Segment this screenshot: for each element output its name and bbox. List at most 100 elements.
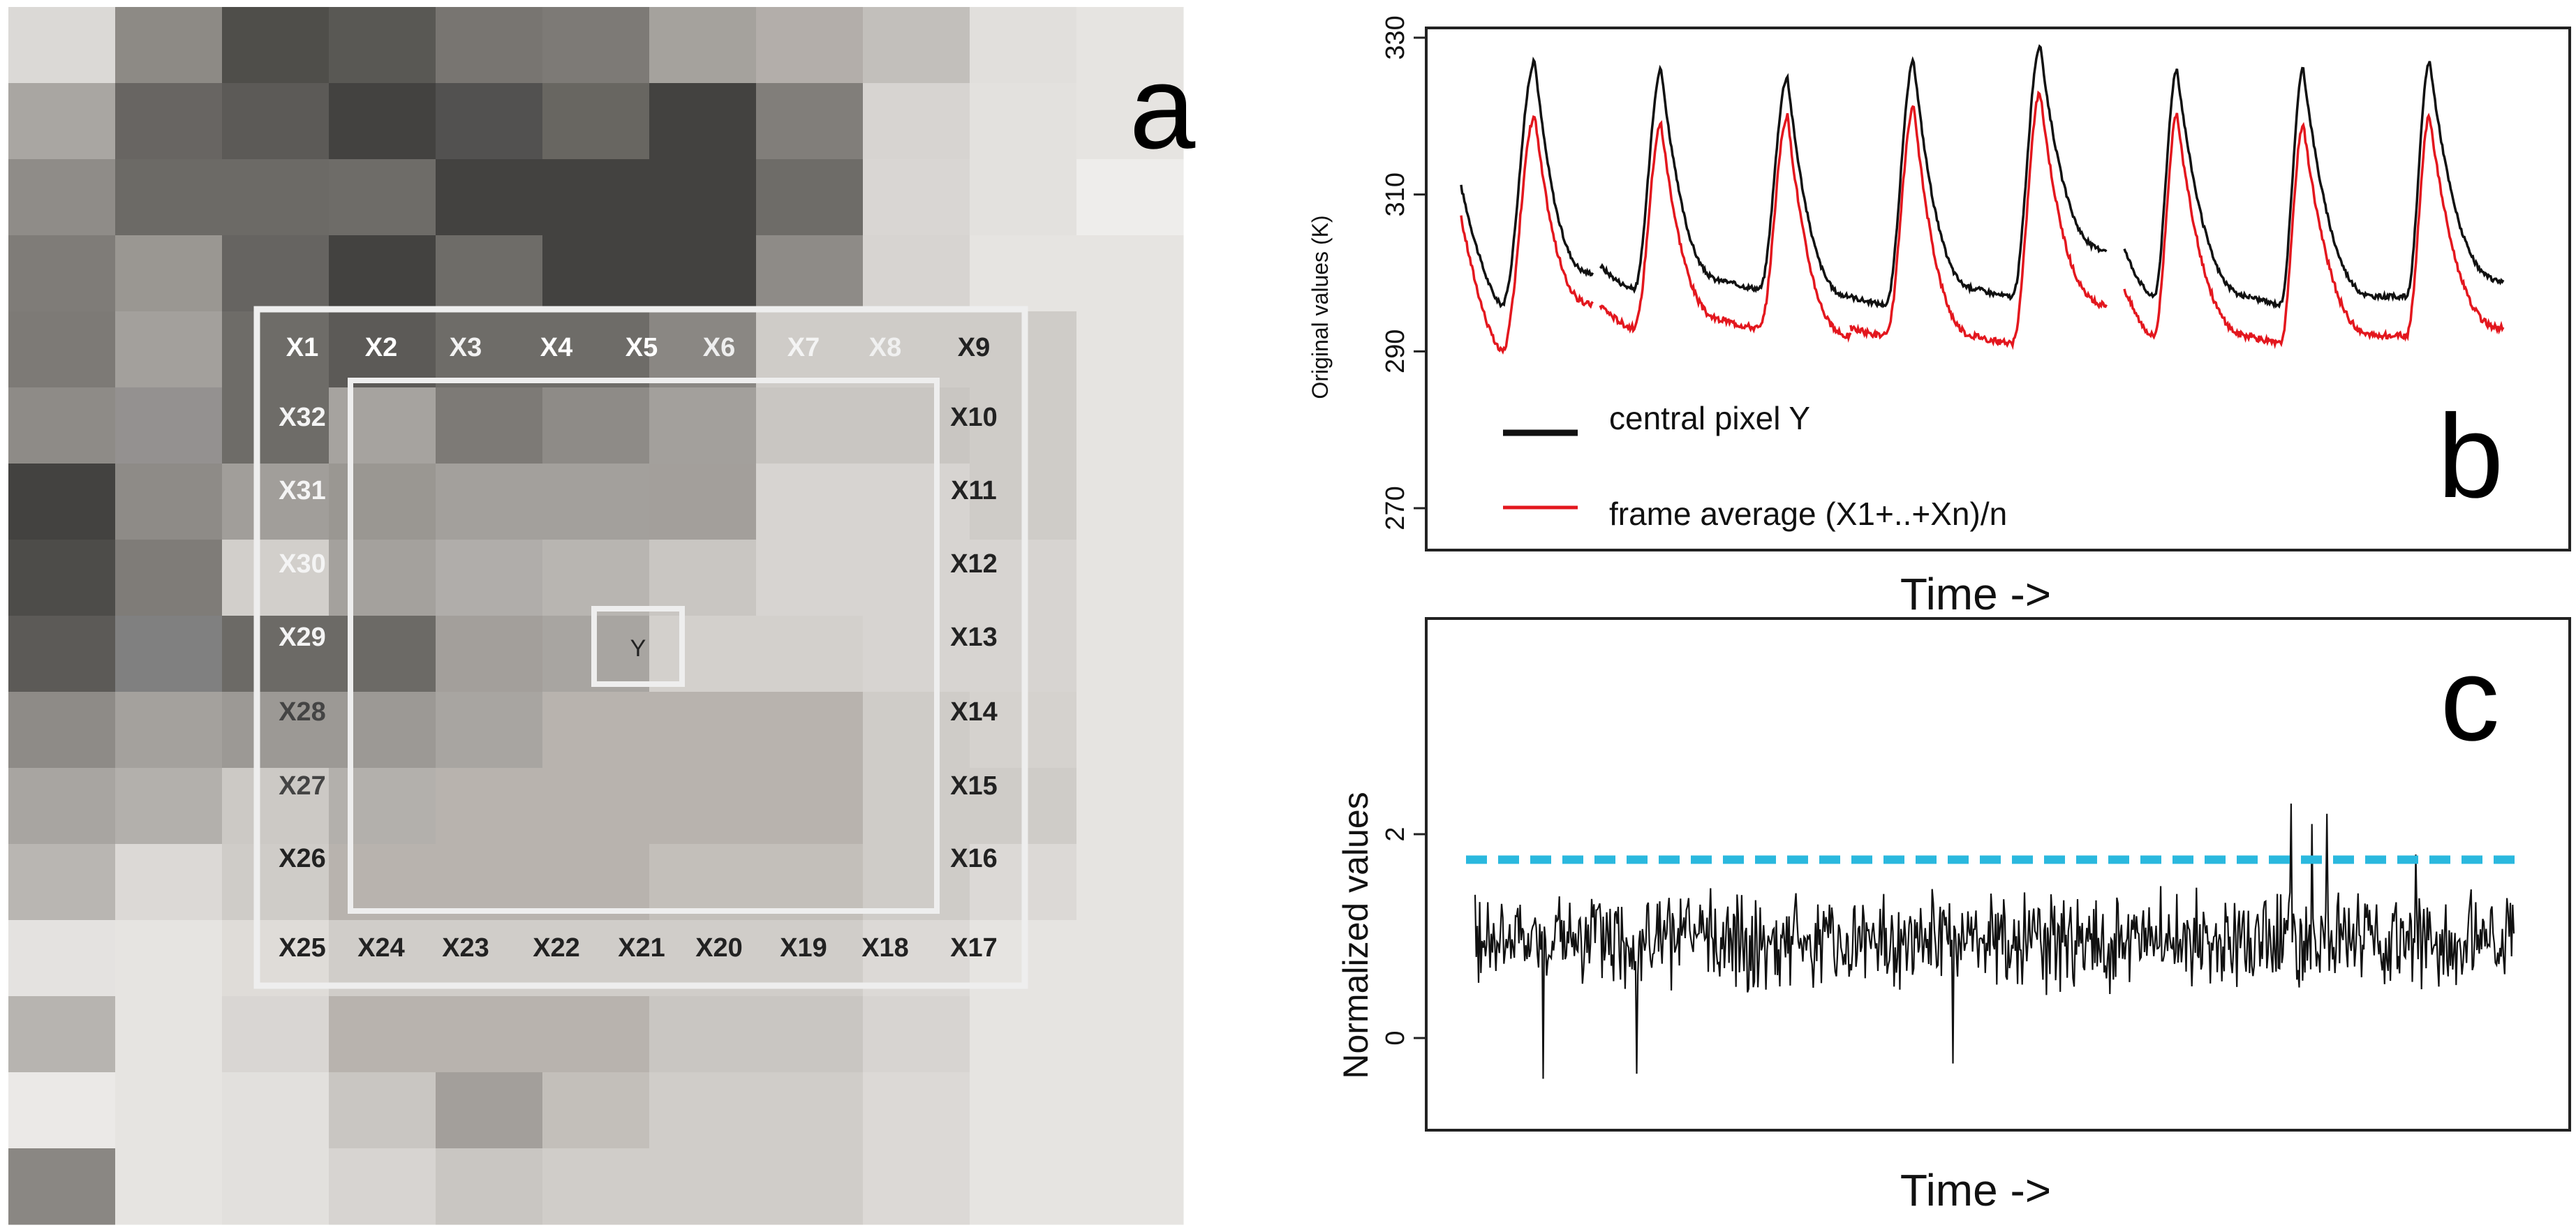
y-tick-label: 290 (1381, 329, 1410, 373)
grid-cell (863, 7, 970, 84)
grid-cell (1076, 235, 1184, 312)
pixel-label-x18: X18 (861, 933, 909, 963)
inner-frame (348, 378, 940, 914)
grid-cell (8, 616, 116, 692)
grid-cell (436, 464, 543, 540)
grid-cell (1076, 616, 1184, 692)
grid-cell (222, 387, 330, 464)
grid-cell (970, 159, 1077, 236)
panel-b-plot-frame (1425, 27, 2571, 551)
grid-cell (1076, 1148, 1184, 1225)
grid-cell (649, 159, 757, 236)
grid-cell (649, 387, 757, 464)
grid-cell (115, 844, 223, 921)
grid-cell (329, 159, 436, 236)
grid-cell (436, 1072, 543, 1149)
panel-b-chart: 270 290 310 330 Original values (K) Time ->… (1308, 15, 2571, 619)
central-pixel-cycle-2 (1599, 64, 1726, 294)
grid-cell (863, 387, 970, 464)
grid-cell (1076, 1072, 1184, 1149)
grid-cell (1076, 692, 1184, 769)
grid-cell (542, 768, 650, 845)
grid-cell (8, 692, 116, 769)
pixel-label-x13: X13 (950, 623, 998, 652)
grid-cell (115, 996, 223, 1073)
grid-cell (649, 692, 757, 769)
grid-cell (756, 83, 864, 160)
grid-cell (222, 616, 330, 692)
grid-cell (329, 996, 436, 1073)
grid-cell (436, 235, 543, 312)
grid-cell (115, 83, 223, 160)
pixel-label-x2: X2 (365, 333, 397, 362)
central-pixel-cycle-6 (2123, 68, 2251, 300)
grid-cell (756, 692, 864, 769)
grid-cell (756, 540, 864, 616)
grid-cell (222, 159, 330, 236)
frame-average-cycle-4 (1849, 105, 1978, 341)
grid-cell (542, 540, 650, 616)
grid-cell (649, 311, 757, 388)
pixel-label-x15: X15 (950, 771, 998, 801)
series-normalized-values (1474, 803, 2515, 1079)
grid-cell (542, 1148, 650, 1225)
grid-cell (970, 1148, 1077, 1225)
panel-b-y-ticks: 270 290 310 330 (1381, 15, 1426, 531)
grid-cell (8, 387, 116, 464)
grid-cell (756, 7, 864, 84)
grid-cell (1076, 387, 1184, 464)
grid-cell (1076, 7, 1184, 84)
grid-cell (756, 235, 864, 312)
pixel-label-x7: X7 (787, 333, 820, 362)
panel-b-x-axis-label: Time -> (1900, 569, 2051, 619)
grid-cell (756, 1072, 864, 1149)
grid-cell (115, 920, 223, 997)
grid-cell (8, 83, 116, 160)
grid-cell (649, 768, 757, 845)
grid-cell (329, 1148, 436, 1225)
series-frame-average (1460, 90, 2505, 355)
grid-cell (436, 7, 543, 84)
frame-average-cycle-2 (1599, 120, 1725, 334)
grid-cell (115, 616, 223, 692)
grid-cell (1076, 844, 1184, 921)
grid-cell (329, 235, 436, 312)
grid-cell (1076, 540, 1184, 616)
grid-cell (649, 844, 757, 921)
y-tick-label: 310 (1381, 172, 1410, 216)
frame-average-cycle-6 (2123, 112, 2252, 343)
frame-average-cycle-8 (2376, 112, 2505, 342)
grid-cell (756, 1148, 864, 1225)
grid-cell (436, 692, 543, 769)
grid-cell (436, 159, 543, 236)
grid-cell (756, 616, 864, 692)
grid-cell (436, 311, 543, 388)
pixel-label-x26: X26 (279, 844, 326, 873)
grid-cell (756, 387, 864, 464)
grid-cell (863, 768, 970, 845)
grid-cell (329, 768, 436, 845)
pixel-label-x3: X3 (450, 333, 482, 362)
frame-average-cycle-5 (1976, 90, 2108, 350)
grid-cell (222, 1148, 330, 1225)
central-pixel-label: Y (630, 635, 646, 662)
grid-cell (649, 996, 757, 1073)
grid-cell (115, 464, 223, 540)
grid-cell (436, 996, 543, 1073)
grid-cell (222, 540, 330, 616)
pixel-label-x5: X5 (626, 333, 658, 362)
panel-b-y-axis-label: Original values (K) (1308, 215, 1333, 399)
grid-cell (756, 464, 864, 540)
pixel-label-x28: X28 (279, 697, 326, 727)
panel-c-x-axis-label: Time -> (1900, 1165, 2051, 1215)
grid-cell (329, 387, 436, 464)
grid-cell (863, 692, 970, 769)
grid-cell (222, 768, 330, 845)
grid-cell (115, 692, 223, 769)
pixel-label-x27: X27 (279, 771, 326, 801)
grid-cell (863, 159, 970, 236)
grid-cell (222, 311, 330, 388)
grid-cell (115, 1072, 223, 1149)
pixel-label-x8: X8 (869, 333, 901, 362)
grid-cell (649, 616, 757, 692)
